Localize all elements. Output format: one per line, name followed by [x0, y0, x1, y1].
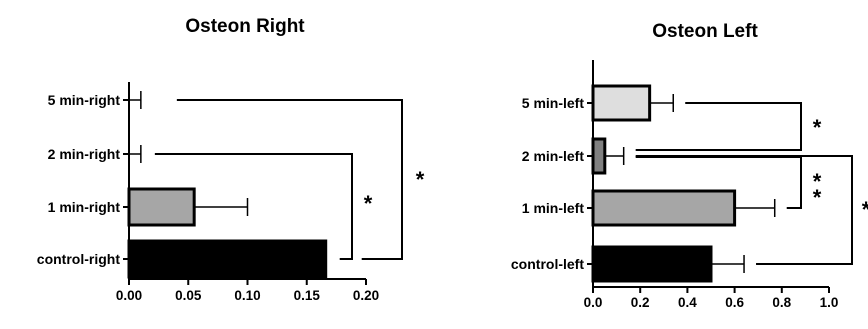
x-tick-label: 0.2: [631, 295, 650, 310]
category-label: 2 min-right: [48, 146, 121, 162]
chart-title: Osteon Left: [652, 21, 758, 42]
significance-bracket: [154, 153, 353, 260]
bar: [591, 84, 652, 122]
x-tick-label: 0.00: [116, 288, 142, 303]
significance-label: *: [862, 197, 868, 222]
category-label: 1 min-left: [522, 200, 585, 216]
category-label: 2 min-left: [522, 148, 585, 164]
significance-label: *: [364, 191, 373, 216]
chart-title: Osteon Right: [185, 16, 305, 37]
x-tick-label: 0.15: [294, 288, 321, 303]
category-label: 1 min-right: [48, 199, 121, 215]
x-tick-label: 1.0: [820, 295, 839, 310]
x-tick-label: 0.0: [584, 295, 603, 310]
bar: [591, 137, 607, 175]
category-label: control-right: [37, 251, 121, 267]
category-label: control-left: [511, 256, 584, 272]
bar: [591, 189, 737, 227]
category-label: 5 min-left: [522, 95, 585, 111]
category-label: 5 min-right: [48, 92, 121, 108]
bar: [127, 187, 196, 227]
x-tick-label: 0.6: [725, 295, 744, 310]
x-tick-label: 0.10: [234, 288, 260, 303]
x-tick-label: 0.20: [353, 288, 379, 303]
x-tick-label: 0.8: [772, 295, 791, 310]
significance-label: *: [813, 115, 822, 140]
bar: [591, 245, 713, 283]
significance-bracket: [635, 155, 853, 265]
significance-label: * *: [813, 169, 822, 210]
significance-bracket: [635, 102, 802, 151]
x-tick-label: 0.05: [175, 288, 202, 303]
x-tick-label: 0.4: [678, 295, 697, 310]
bar: [127, 239, 328, 279]
significance-label: *: [416, 167, 425, 192]
significance-bracket: [176, 99, 403, 260]
